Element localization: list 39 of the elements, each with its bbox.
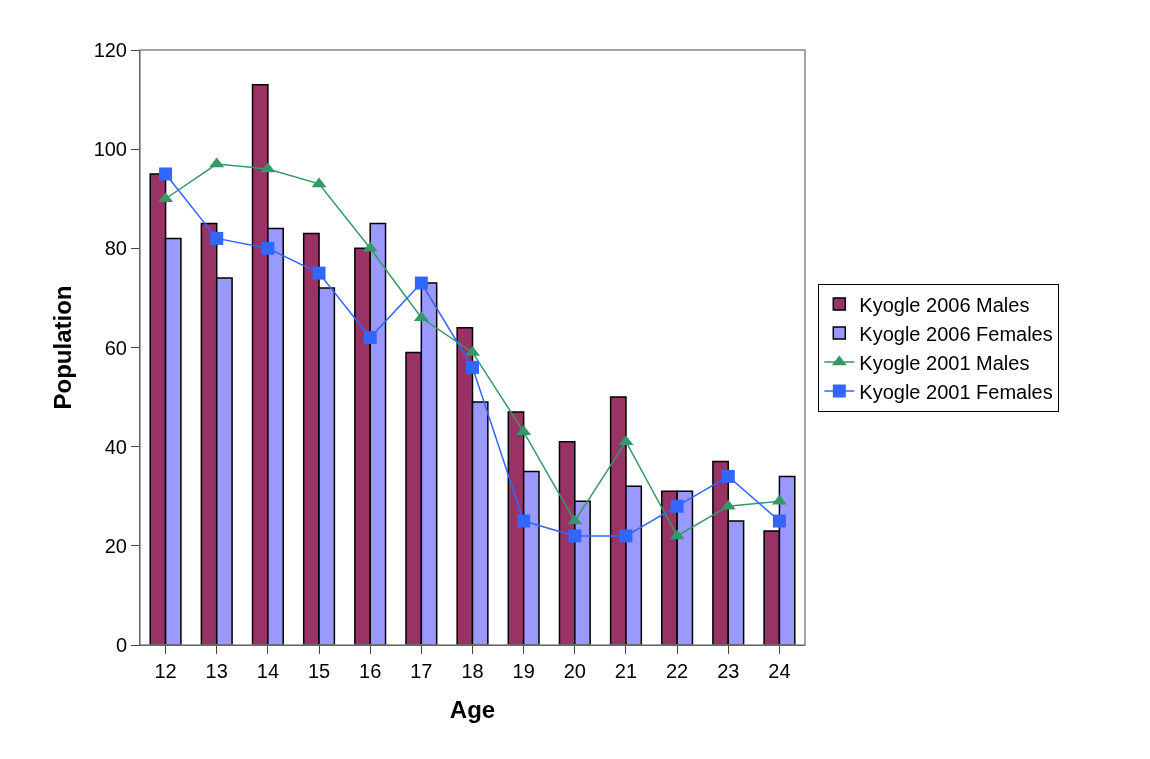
y-tick-label: 100 (93, 138, 127, 161)
x-tick-label: 22 (665, 660, 689, 682)
x-tick-label: 24 (768, 660, 791, 682)
point (670, 499, 684, 513)
x-tick-label: 21 (614, 660, 638, 682)
x-tick-label: 20 (563, 660, 586, 682)
y-tick-label: 60 (104, 336, 127, 359)
legend-label: Kyogle 2001 Females (859, 380, 1053, 403)
x-tick-label: 19 (512, 660, 535, 682)
point (517, 514, 531, 528)
point (466, 360, 479, 374)
x-tick-label: 15 (307, 660, 331, 682)
x-tick-label: 13 (205, 660, 228, 682)
point (261, 241, 275, 255)
y-axis-title: Population (48, 285, 76, 410)
y-tick-label: 120 (93, 39, 127, 61)
legend-label: Kyogle 2001 Males (859, 351, 1030, 374)
point (772, 514, 786, 528)
x-axis-title: Age (449, 696, 496, 724)
y-tick-label: 0 (115, 634, 127, 656)
point (568, 529, 582, 543)
x-tick-label: 23 (717, 660, 740, 682)
point (210, 231, 224, 245)
legend-label: Kyogle 2006 Males (859, 293, 1030, 316)
point (414, 276, 428, 290)
x-tick-label: 18 (461, 660, 484, 682)
x-tick-label: 12 (154, 660, 177, 682)
point (159, 167, 173, 181)
x-tick-label: 14 (256, 660, 280, 682)
x-tick-label: 16 (359, 660, 382, 682)
y-tick-label: 20 (104, 534, 127, 557)
point (312, 266, 326, 280)
x-tick-label: 17 (410, 660, 433, 682)
point (721, 469, 735, 483)
legend-label: Kyogle 2006 Females (859, 322, 1053, 345)
y-tick-label: 40 (104, 435, 127, 458)
point (619, 529, 633, 543)
point (363, 331, 377, 345)
y-tick-label: 80 (104, 237, 127, 260)
